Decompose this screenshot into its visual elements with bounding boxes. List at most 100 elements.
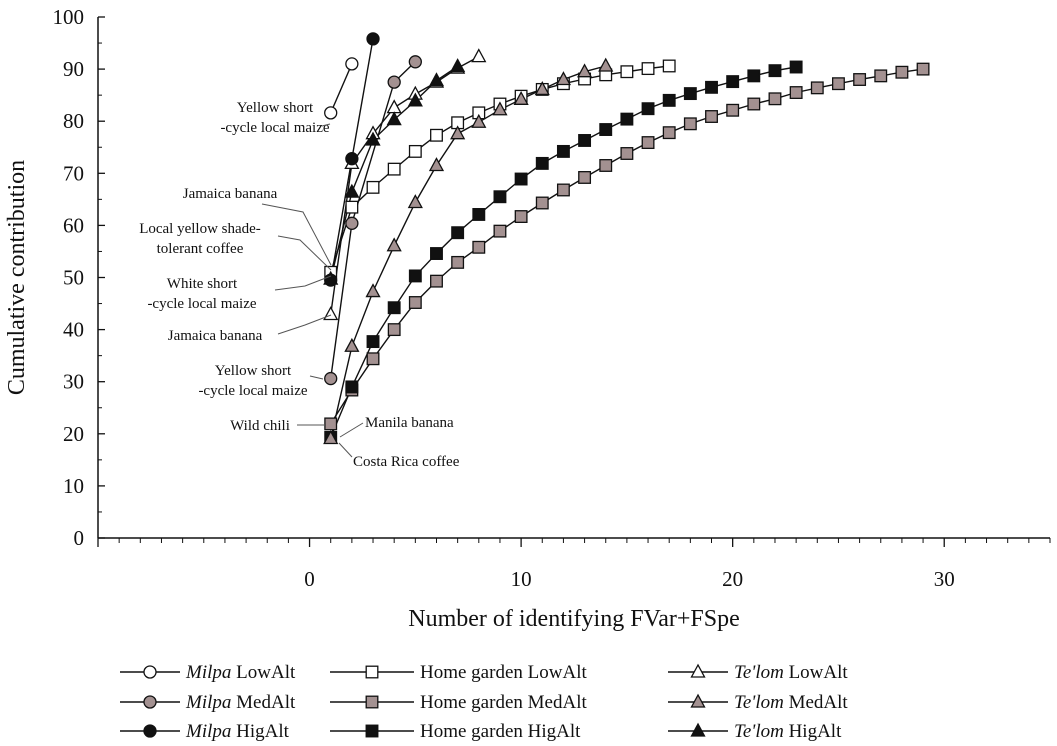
- y-tick-label: 60: [63, 213, 84, 237]
- annotations: Yellow short -cycle local maize Jamaica ba…: [139, 100, 460, 470]
- legend-label-tl_low: Te'lom LowAlt: [734, 662, 848, 683]
- legend-label-prefix: Milpa: [185, 662, 231, 683]
- data-point-hg_med: [641, 136, 655, 150]
- legend-marker-milpa_med: [143, 695, 157, 709]
- legend-label-milpa_low: Milpa LowAlt: [185, 662, 296, 683]
- legend-label-tl_med: Te'lom MedAlt: [734, 692, 848, 713]
- data-point-tl_med: [323, 430, 339, 445]
- data-point-hg_med: [472, 240, 486, 254]
- annotation-label: Local yellow shade-tolerant coffee: [139, 221, 261, 257]
- data-point-milpa_low: [345, 57, 359, 71]
- data-point-hg_med: [514, 210, 528, 223]
- data-point-hg_med: [874, 69, 888, 83]
- data-point-hg_low: [387, 162, 401, 176]
- series-line-hg_hig: [330, 66, 797, 438]
- data-point-hg_hig: [472, 208, 486, 221]
- data-point-hg_med: [789, 86, 803, 99]
- data-point-hg_med: [620, 147, 634, 160]
- data-point-hg_hig: [535, 156, 549, 170]
- data-point-tl_med: [555, 71, 572, 86]
- data-point-tl_low: [471, 48, 487, 63]
- data-point-hg_med: [853, 73, 867, 86]
- data-point-hg_med: [366, 352, 380, 366]
- series-line-milpa_low: [330, 63, 353, 114]
- data-point-hg_low: [662, 59, 676, 73]
- data-point-hg_med: [599, 159, 613, 172]
- series-line-milpa_med: [330, 61, 416, 379]
- annotation-label: Yellow short -cycle local maize: [220, 100, 329, 136]
- data-point-hg_med: [705, 110, 718, 123]
- legend-label-prefix: Milpa: [185, 721, 231, 742]
- data-point-milpa_med: [345, 216, 359, 230]
- series-line-tl_low: [330, 55, 480, 315]
- data-point-tl_hig: [386, 111, 402, 126]
- data-point-milpa_hig: [366, 32, 380, 46]
- data-point-hg_hig: [789, 60, 803, 74]
- annotation-line: -cycle local maize: [198, 383, 307, 399]
- data-point-hg_low: [430, 128, 443, 142]
- y-tick-label: 50: [63, 266, 84, 290]
- annotation-leader: [274, 275, 332, 291]
- data-point-hg_med: [430, 274, 443, 288]
- legend-label-suffix: MedAlt: [784, 692, 849, 713]
- legend-label-prefix: Te'lom: [734, 662, 784, 683]
- data-point-hg_med: [726, 103, 740, 117]
- legend-label-prefix: Te'lom: [734, 692, 784, 713]
- legend-label-prefix: Home garden: [420, 692, 523, 713]
- legend-marker-hg_hig: [365, 724, 379, 738]
- data-point-hg_hig: [430, 247, 443, 260]
- annotation-leader: [277, 314, 332, 335]
- data-point-hg_hig: [578, 134, 592, 147]
- annotation-leader: [321, 123, 331, 127]
- data-point-hg_hig: [683, 87, 697, 101]
- annotation-line: Costa Rica coffee: [353, 454, 460, 470]
- data-point-tl_med: [576, 63, 593, 78]
- data-point-hg_med: [387, 323, 401, 337]
- data-point-tl_med: [428, 157, 445, 172]
- annotation-line: Wild chili: [230, 418, 290, 434]
- data-point-hg_med: [895, 65, 909, 79]
- series-line-hg_low: [330, 65, 670, 273]
- data-point-tl_med: [407, 194, 423, 209]
- x-tick-label: 30: [934, 567, 955, 591]
- data-point-hg_hig: [768, 64, 782, 78]
- annotation-line: -cycle local maize: [220, 120, 329, 136]
- annotation-leader: [309, 375, 324, 380]
- x-tick-label: 10: [511, 567, 532, 591]
- y-tick-label: 0: [74, 526, 85, 550]
- annotation-line: Manila banana: [365, 415, 454, 431]
- legend-label-tl_hig: Te'lom HigAlt: [734, 721, 842, 742]
- data-point-hg_low: [408, 144, 422, 158]
- y-tick-label: 90: [63, 57, 84, 81]
- data-point-hg_hig: [747, 69, 761, 83]
- data-point-hg_med: [578, 171, 592, 184]
- series-line-tl_med: [330, 65, 606, 439]
- annotation-line: Jamaica banana: [168, 328, 263, 344]
- annotation-label: Yellow short -cycle local maize: [198, 363, 307, 399]
- legend-label-suffix: LowAlt: [231, 662, 296, 683]
- y-tick-label: 20: [63, 422, 84, 446]
- legend-label-suffix: LowAlt: [523, 662, 588, 683]
- data-point-hg_med: [916, 62, 930, 76]
- annotation-label: Jamaica banana: [168, 328, 263, 344]
- data-point-tl_med: [534, 81, 550, 96]
- data-point-tl_hig: [428, 72, 445, 87]
- data-point-hg_low: [345, 200, 359, 214]
- legend-label-hg_low: Home garden LowAlt: [420, 662, 587, 683]
- annotation-leader: [277, 235, 332, 271]
- data-point-hg_med: [831, 77, 845, 91]
- data-point-hg_hig: [387, 301, 401, 315]
- data-point-tl_med: [471, 113, 487, 128]
- data-point-hg_hig: [726, 75, 740, 89]
- legend-label-prefix: Home garden: [420, 662, 523, 683]
- data-point-hg_hig: [620, 112, 634, 126]
- annotation-leader: [261, 203, 332, 266]
- data-point-hg_hig: [641, 102, 655, 116]
- data-point-hg_hig: [451, 226, 465, 240]
- legend-label-prefix: Te'lom: [734, 721, 784, 742]
- legend-label-prefix: Home garden: [420, 721, 523, 742]
- data-point-tl_med: [365, 283, 381, 298]
- data-point-hg_hig: [345, 380, 359, 394]
- annotation-line: -cycle local maize: [147, 296, 256, 312]
